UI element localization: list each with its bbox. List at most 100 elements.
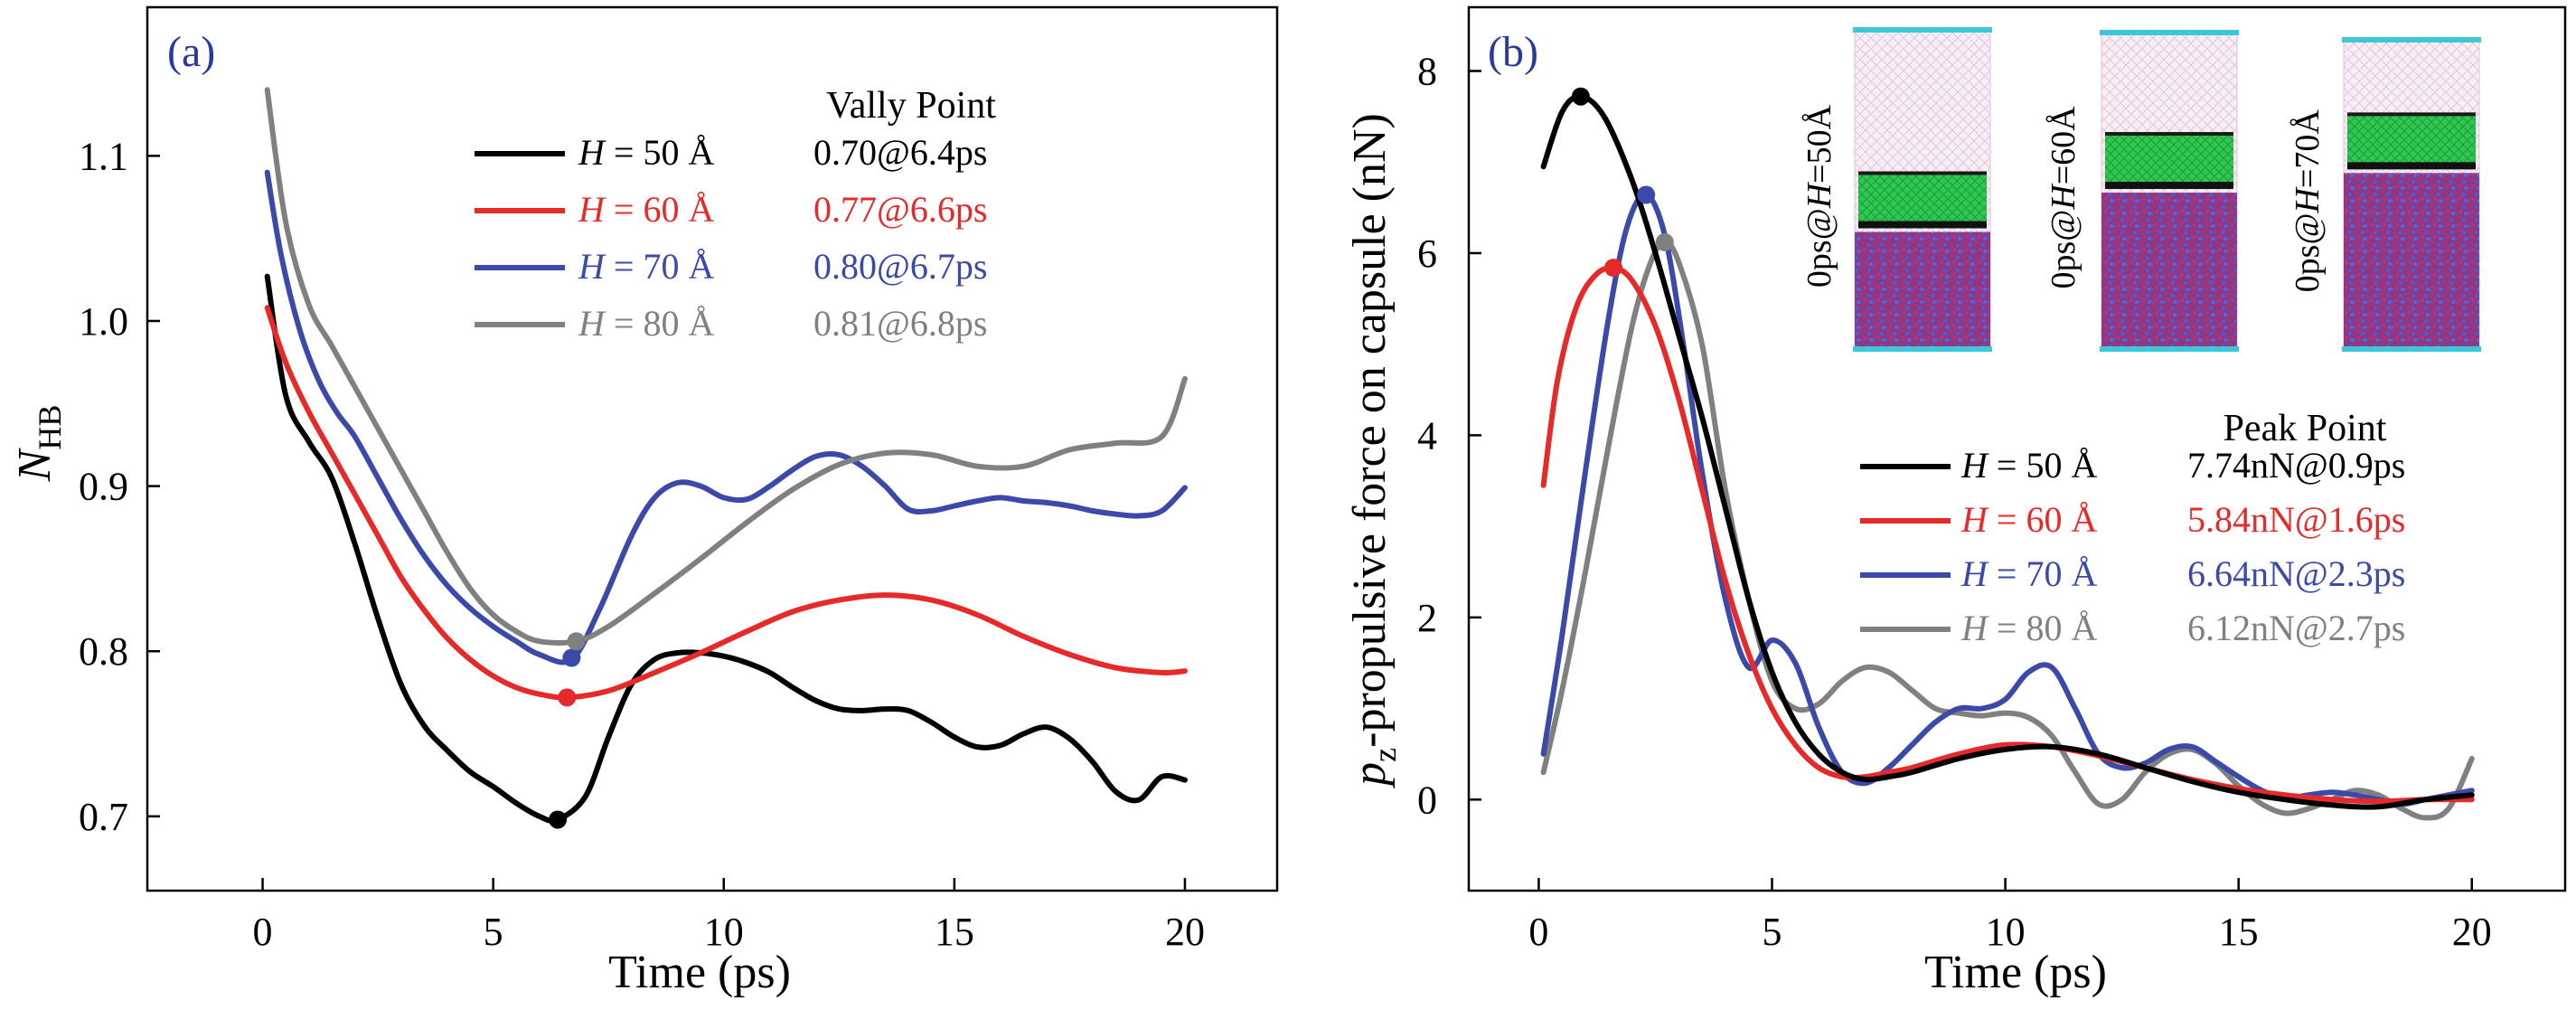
md-snapshot-1: 0ps@H=50Å [1800,27,1992,352]
legend-label-var: H [1960,608,1989,648]
x-tick-label: 5 [484,910,503,954]
y-tick-label: 4 [1417,413,1437,458]
x-tick-label: 20 [1165,910,1205,954]
marker-h50 [1571,87,1590,106]
y-tick-label: 0.9 [79,465,128,509]
capsule-base [1858,221,1987,229]
legend-label-value: = 60 Å [605,189,715,230]
panel-a-frame [146,5,1279,892]
y-tick-label: 1.0 [79,299,128,344]
panel-a-xlabel: Time (ps) [608,947,791,998]
marker-h80 [1655,232,1674,251]
snapshot-label-height: =50Å [1800,104,1838,183]
x-tick-label: 15 [935,910,974,954]
panel-a-label: (a) [167,28,215,76]
legend-label-var: H [578,303,606,344]
marker-h70 [1637,185,1656,204]
y-tick-label: 6 [1417,231,1437,276]
panel-b-ylabel: pz-propulsive force on capsule (nN) [1344,113,1403,789]
marker-h60 [558,688,577,707]
legend-label-var: H [578,189,606,230]
snapshot-label-height: =70Å [2289,109,2327,188]
series-line-h50 [1540,93,2475,810]
panel-b-legend-title: Peak Point [2223,408,2387,449]
series-line-h70 [264,169,1188,665]
panel-b-label: (b) [1488,28,1538,76]
capsule-base [2347,162,2476,170]
bottom-wall [2342,346,2481,352]
water-region [1855,231,1990,348]
legend-annotation-h70: 6.64nN@2.3ps [2187,553,2405,594]
panel-a-ylabel: NHB [9,405,68,483]
panel-b-xlabel: Time (ps) [1924,947,2107,998]
capsule-rim [1858,171,1987,175]
y-tick-label: 2 [1417,596,1437,640]
legend-label-h50: H = 50 Å [1960,445,2097,486]
panel-b-frame [1467,5,2567,892]
bottom-wall [1853,346,1992,352]
legend-annotation-h60: 5.84nN@1.6ps [2187,499,2405,540]
panel-b-ylabel-rest: -propulsive force on capsule (nN) [1344,113,1396,748]
series-line-h50 [264,273,1188,824]
x-tick-label: 20 [2452,910,2492,954]
series-line-h60 [264,305,1188,701]
y-tick-label: 0.7 [79,795,128,839]
legend-label-value: = 50 Å [605,132,715,173]
snapshot-label-height: =60Å [2045,106,2082,184]
legend-label-h60: H = 60 Å [578,189,714,230]
legend-label-var: H [578,246,606,287]
marker-h80 [567,632,586,651]
panel-b-ylabel-main: p [1344,762,1396,789]
legend-label-var: H [1960,499,1989,540]
legend-label-h50: H = 50 Å [578,132,714,173]
marker-h50 [549,810,568,829]
capsule [2347,115,2476,168]
panel-a-series [264,87,1188,829]
top-wall [2342,37,2481,42]
legend-label-h80: H = 80 Å [578,303,714,344]
legend-annotation-h70: 0.80@6.7ps [813,246,987,287]
top-wall [2100,30,2239,35]
legend-label-h80: H = 80 Å [1960,608,2097,648]
legend-label-h70: H = 70 Å [1960,553,2097,594]
panel-a-legend: Vally Point H = 50 Å 0.70@6.4ps H = 60 Å 0.… [475,85,996,344]
capsule [2105,135,2233,188]
legend-annotation-h60: 0.77@6.6ps [813,189,987,230]
legend-label-var: H [1960,553,1989,594]
marker-h70 [562,648,581,667]
panel-a-ylabel-main: N [9,447,61,482]
bottom-wall [2100,346,2239,352]
panel-b-series [1540,87,2475,821]
water-region [2101,193,2237,348]
x-tick-label: 5 [1763,910,1782,954]
snapshot-label-var: H [2045,183,2082,211]
legend-annotation-h50: 7.74nN@0.9ps [2187,445,2405,486]
x-tick-label: 0 [253,910,273,954]
md-snapshot-3: 0ps@H=70Å [2289,37,2481,352]
legend-label-value: = 80 Å [1988,608,2098,648]
legend-label-h70: H = 70 Å [578,246,714,287]
legend-annotation-h50: 0.70@6.4ps [813,132,987,173]
snapshot-label-time: 0ps@ [2289,213,2327,293]
snapshot-label: 0ps@H=60Å [2045,106,2082,289]
x-tick-label: 10 [704,910,744,954]
capsule-base [2105,182,2233,190]
y-tick-label: 8 [1417,50,1437,94]
capsule-rim [2347,112,2476,117]
capsule-rim [2105,132,2233,137]
snapshot-label-time: 0ps@ [2045,210,2082,289]
legend-label-value: = 60 Å [1988,499,2098,540]
legend-label-value: = 50 Å [1988,445,2098,486]
capsule [1858,174,1987,227]
panel-a-ticks: 0 5 10 15 20 0.7 0.8 0.9 1.0 1.1 [79,134,1205,954]
legend-label-var: H [1960,445,1989,486]
panel-b-ticks: 0 5 10 15 20 0 2 4 6 8 [1417,50,2492,954]
snapshot-label: 0ps@H=70Å [2289,109,2327,293]
md-snapshot-2: 0ps@H=60Å [2045,30,2239,352]
legend-label-value: = 70 Å [605,246,715,287]
legend-annotation-h80: 0.81@6.8ps [813,303,987,344]
panel-a-legend-title: Vally Point [826,85,996,127]
